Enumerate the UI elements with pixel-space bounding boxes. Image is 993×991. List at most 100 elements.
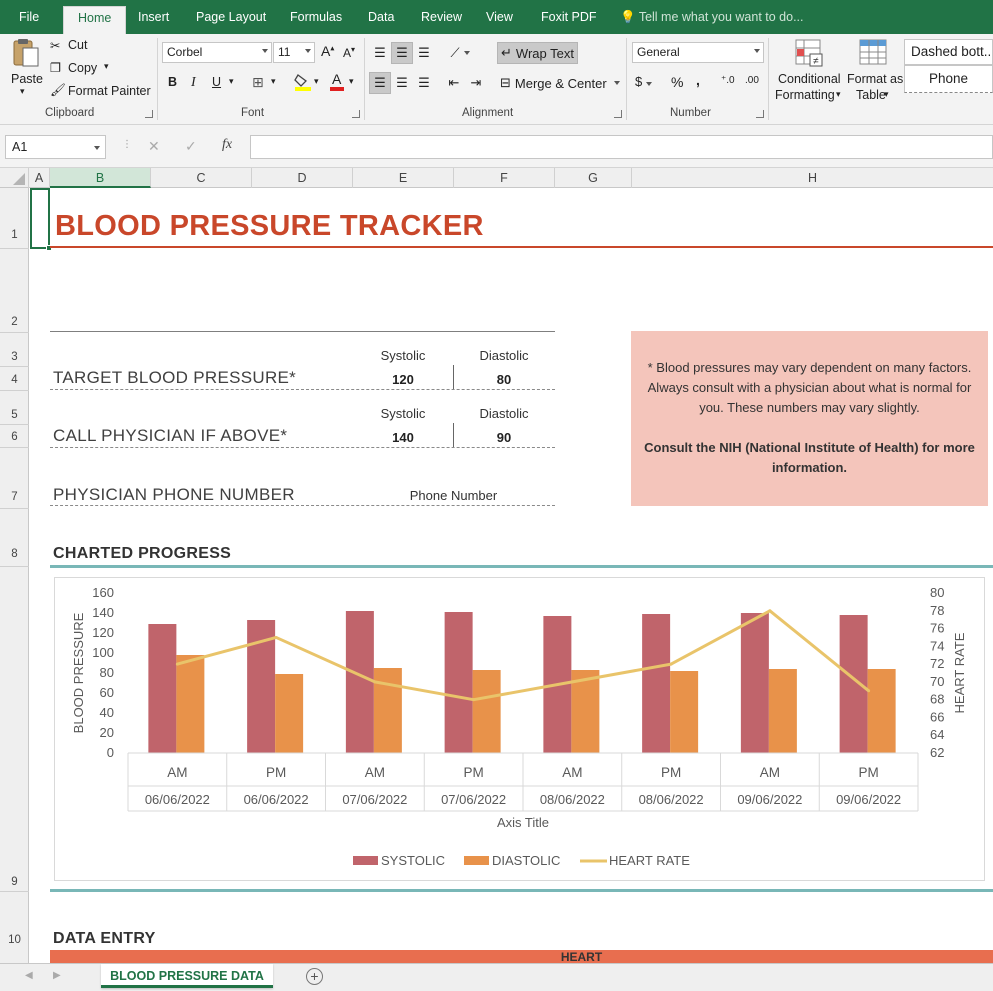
align-top-icon[interactable]: ☰	[374, 45, 386, 60]
row-header-9[interactable]: 9	[11, 876, 18, 888]
format-as-table-button[interactable]: Format as	[847, 72, 904, 86]
format-painter-button[interactable]: Format Painter	[68, 84, 151, 98]
warning-note-bold: Consult the NIH (National Institute of H…	[644, 440, 975, 475]
underline-dropdown-icon[interactable]: ▾	[229, 76, 234, 86]
enter-icon[interactable]: ✓	[185, 138, 197, 154]
name-box[interactable]: A1	[5, 135, 106, 159]
decrease-indent-icon[interactable]: ⇤	[448, 75, 460, 90]
fill-handle[interactable]	[46, 245, 52, 251]
conditional-formatting-button[interactable]: Conditional	[778, 72, 841, 86]
fill-color-dropdown-icon[interactable]: ▾	[314, 76, 319, 86]
row-header-2[interactable]: 2	[11, 316, 18, 328]
copy-button[interactable]: Copy	[68, 61, 98, 75]
cut-button[interactable]: Cut	[68, 38, 88, 52]
physician-phone-value[interactable]: Phone Number	[409, 488, 498, 503]
row-header-7[interactable]: 7	[11, 491, 18, 503]
currency-icon[interactable]: $	[635, 74, 653, 89]
increase-font-icon[interactable]: A▴	[321, 43, 335, 59]
decrease-decimal-icon[interactable]: .00	[745, 75, 759, 86]
underline-button[interactable]: U	[212, 75, 222, 89]
column-header-c[interactable]: C	[151, 168, 252, 188]
worksheet[interactable]: BLOOD PRESSURE TRACKER Systolic Diastoli…	[30, 188, 993, 963]
percent-button[interactable]: %	[671, 74, 684, 90]
copy-dropdown-icon[interactable]: ▾	[104, 61, 109, 71]
column-header-b[interactable]: B	[50, 168, 151, 188]
cancel-icon[interactable]: ✕	[148, 138, 160, 154]
row-header-1[interactable]: 1	[11, 229, 18, 241]
italic-button[interactable]: I	[191, 75, 196, 90]
tab-data[interactable]: Data	[368, 10, 395, 24]
align-bottom-icon[interactable]: ☰	[418, 45, 430, 60]
insert-function-icon[interactable]: fx	[222, 137, 233, 152]
column-header-e[interactable]: E	[353, 168, 454, 188]
sheet-tab-blood-pressure-data[interactable]: BLOOD PRESSURE DATA	[101, 964, 273, 988]
font-color-dropdown-icon[interactable]: ▾	[349, 76, 354, 86]
wrap-text-button[interactable]: ↵ Wrap Text	[497, 42, 578, 64]
add-sheet-button[interactable]: +	[306, 968, 323, 985]
title-underline	[50, 246, 993, 248]
call-diastolic-value[interactable]: 90	[496, 430, 512, 445]
y-tick-label: 100	[92, 645, 114, 660]
column-header-a[interactable]: A	[29, 168, 50, 188]
paste-dropdown-icon[interactable]: ▾	[20, 86, 25, 96]
number-launcher-icon[interactable]	[756, 110, 764, 118]
active-cell-a1[interactable]	[30, 188, 50, 249]
decrease-font-icon[interactable]: A▾	[343, 45, 356, 60]
merge-center-button[interactable]: ⊟ Merge & Center	[497, 72, 623, 94]
bold-button[interactable]: B	[168, 75, 178, 89]
formula-input[interactable]	[250, 135, 993, 159]
increase-indent-icon[interactable]: ⇥	[470, 75, 482, 90]
font-launcher-icon[interactable]	[352, 110, 360, 118]
align-right-icon[interactable]: ☰	[418, 75, 430, 90]
target-diastolic-value[interactable]: 80	[496, 372, 512, 387]
increase-decimal-icon[interactable]: ⁺.0	[721, 75, 735, 86]
blood-pressure-chart[interactable]: 0 20 40 60 80 100 120 140 160 62 64 66 68 70 72 74 76 78 8…	[54, 577, 985, 881]
tab-view[interactable]: View	[486, 10, 513, 24]
row-header-8[interactable]: 8	[11, 548, 18, 560]
row-header-4[interactable]: 4	[11, 374, 18, 386]
systolic-bar	[345, 611, 374, 753]
scroll-right-icon[interactable]: ▶	[53, 970, 61, 981]
style-phone[interactable]: Phone	[904, 65, 993, 93]
call-systolic-value[interactable]: 140	[392, 430, 414, 445]
tab-review[interactable]: Review	[421, 10, 462, 24]
clipboard-launcher-icon[interactable]	[145, 110, 153, 118]
column-header-d[interactable]: D	[252, 168, 353, 188]
row-divider	[0, 424, 29, 425]
tab-home[interactable]: Home	[63, 6, 127, 34]
row-header-6[interactable]: 6	[11, 431, 18, 443]
font-size-select[interactable]: 11	[273, 42, 315, 63]
fill-color-icon[interactable]	[294, 72, 312, 92]
font-name-select[interactable]: Corbel	[162, 42, 272, 63]
data-entry-title: DATA ENTRY	[53, 930, 156, 947]
tab-insert[interactable]: Insert	[138, 10, 170, 24]
alignment-launcher-icon[interactable]	[614, 110, 622, 118]
row-header-10[interactable]: 10	[8, 934, 21, 946]
align-middle-icon[interactable]: ☰	[391, 42, 413, 64]
scroll-left-icon[interactable]: ◀	[25, 970, 33, 981]
align-center-icon[interactable]: ☰	[396, 75, 408, 90]
select-all-corner[interactable]	[0, 168, 29, 188]
tell-me-search[interactable]: 💡 Tell me what you want to do...	[620, 10, 804, 24]
row-header-5[interactable]: 5	[11, 409, 18, 421]
style-dashed-bottom[interactable]: Dashed bott...	[904, 39, 993, 65]
tab-page-layout[interactable]: Page Layout	[196, 10, 267, 24]
heart-rate-point	[274, 635, 278, 639]
tab-foxit-pdf[interactable]: Foxit PDF	[541, 10, 597, 24]
borders-dropdown-icon[interactable]: ▾	[271, 76, 276, 86]
align-left-icon[interactable]: ☰	[369, 72, 391, 94]
paste-button[interactable]: Paste	[11, 72, 43, 86]
column-header-f[interactable]: F	[454, 168, 555, 188]
number-format-select[interactable]: General	[632, 42, 764, 63]
column-header-h[interactable]: H	[807, 171, 818, 185]
orientation-icon[interactable]: ⟋	[446, 42, 474, 64]
target-systolic-value[interactable]: 120	[392, 372, 414, 387]
diastolic-bar	[571, 670, 600, 753]
borders-icon[interactable]: ⊞	[252, 74, 264, 90]
tab-file[interactable]: File	[19, 10, 40, 24]
column-header-g[interactable]: G	[555, 168, 632, 188]
comma-button[interactable]: ,	[696, 72, 700, 88]
tab-formulas[interactable]: Formulas	[290, 10, 343, 24]
row-header-3[interactable]: 3	[11, 351, 18, 363]
font-color-icon[interactable]: A	[329, 71, 345, 92]
